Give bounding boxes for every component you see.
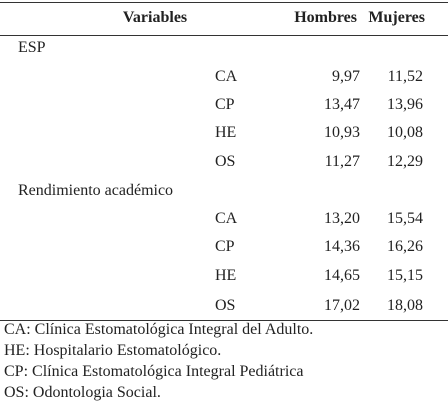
cell-mujeres: 10,08 <box>387 124 423 141</box>
footnote: CP: Clínica Estomatológica Integral Pedi… <box>4 363 304 380</box>
header-rule <box>0 35 448 36</box>
row-label: CP <box>215 238 235 255</box>
footnote: OS: Odontologia Social. <box>4 384 161 401</box>
cell-hombres: 17,02 <box>324 297 360 314</box>
group-label: Rendimiento académico <box>18 182 174 199</box>
footnote: CA: Clínica Estomatológica Integral del … <box>4 321 314 338</box>
cell-hombres: 10,93 <box>324 124 360 141</box>
row-label: OS <box>215 297 236 314</box>
header-cell: Mujeres <box>368 9 425 26</box>
cell-hombres: 13,20 <box>324 210 360 227</box>
footnote: HE: Hospitalario Estomatológico. <box>4 342 222 359</box>
cell-hombres: 11,27 <box>324 153 360 170</box>
row-label: CP <box>215 96 235 113</box>
cell-mujeres: 15,54 <box>387 210 423 227</box>
row-label: OS <box>215 153 236 170</box>
row-label: CA <box>215 210 238 227</box>
cell-hombres: 9,97 <box>332 68 360 85</box>
bottom-rule <box>0 320 448 321</box>
cell-mujeres: 18,08 <box>387 297 423 314</box>
cell-mujeres: 12,29 <box>387 153 423 170</box>
cell-mujeres: 15,15 <box>387 267 423 284</box>
cell-hombres: 14,36 <box>324 238 360 255</box>
cell-hombres: 13,47 <box>324 96 360 113</box>
cell-hombres: 14,65 <box>324 267 360 284</box>
top-rule <box>0 2 448 3</box>
cell-mujeres: 11,52 <box>387 68 423 85</box>
group-label: ESP <box>18 39 46 56</box>
row-label: CA <box>215 68 238 85</box>
header-cell: Hombres <box>294 9 357 26</box>
cell-mujeres: 16,26 <box>387 238 423 255</box>
row-label: HE <box>215 267 237 284</box>
header-cell: Variables <box>122 9 188 26</box>
cell-mujeres: 13,96 <box>387 96 423 113</box>
row-label: HE <box>215 124 237 141</box>
